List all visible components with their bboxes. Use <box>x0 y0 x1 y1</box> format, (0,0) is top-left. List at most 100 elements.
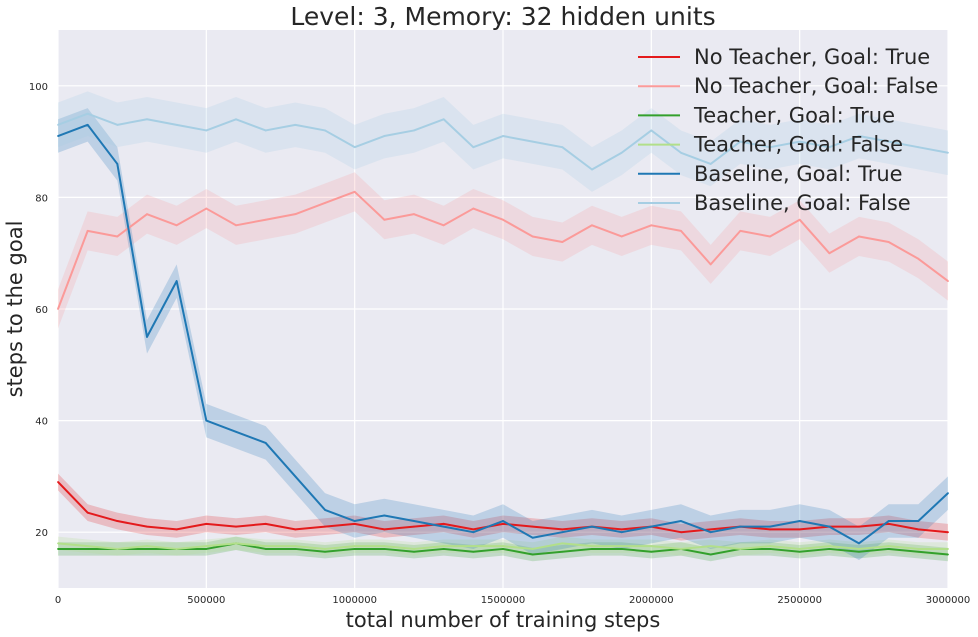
data-point <box>917 548 920 550</box>
x-tick-label: 3000000 <box>926 595 971 606</box>
data-point <box>294 123 297 126</box>
data-point <box>353 520 356 522</box>
legend-label: Baseline, Goal: False <box>694 191 911 215</box>
data-point <box>531 140 534 143</box>
data-point <box>917 550 920 553</box>
series-band <box>58 91 948 192</box>
data-point <box>769 545 771 548</box>
data-point <box>116 235 119 238</box>
data-point <box>264 545 267 548</box>
data-point <box>413 550 415 553</box>
data-point <box>116 163 119 165</box>
data-point <box>353 545 356 548</box>
data-point <box>383 135 386 137</box>
data-point <box>917 528 920 531</box>
data-point <box>324 525 326 528</box>
data-point <box>709 531 712 534</box>
data-point <box>561 550 564 553</box>
data-point <box>502 520 504 522</box>
data-point <box>858 548 860 550</box>
data-point <box>502 545 504 548</box>
data-point <box>887 545 890 548</box>
data-point <box>235 542 237 545</box>
data-point <box>620 548 623 550</box>
data-point <box>947 151 949 154</box>
legend-label: Teacher, Goal: True <box>693 103 895 127</box>
data-point <box>709 163 712 165</box>
data-point <box>620 151 623 154</box>
data-point <box>324 550 326 553</box>
data-point <box>472 545 475 548</box>
data-point <box>858 550 860 553</box>
data-point <box>383 514 386 517</box>
data-point <box>116 123 119 126</box>
data-point <box>472 531 475 534</box>
data-point <box>235 430 237 433</box>
data-point <box>442 525 445 528</box>
data-point <box>294 213 297 216</box>
data-point <box>769 525 771 528</box>
data-point <box>57 542 59 545</box>
data-point <box>472 146 475 149</box>
data-point <box>413 520 415 522</box>
data-point <box>887 522 890 525</box>
data-point <box>86 511 89 514</box>
data-point <box>917 520 920 522</box>
y-tick-label: 40 <box>35 417 48 428</box>
data-point <box>413 525 415 528</box>
data-point <box>650 129 653 132</box>
data-point <box>561 146 564 149</box>
data-point <box>947 548 949 550</box>
legend-label: Baseline, Goal: True <box>694 162 903 186</box>
data-point <box>828 548 831 550</box>
data-point <box>947 280 949 282</box>
data-point <box>709 545 712 548</box>
data-point <box>591 548 593 550</box>
data-point <box>413 548 415 550</box>
data-point <box>442 548 445 550</box>
data-point <box>531 235 534 238</box>
data-point <box>353 522 356 525</box>
data-point <box>561 542 564 545</box>
data-point <box>235 118 237 121</box>
data-point <box>205 548 208 550</box>
data-point <box>798 218 801 221</box>
data-point <box>442 545 445 548</box>
data-point <box>650 224 653 227</box>
x-tick-label: 1000000 <box>332 595 377 606</box>
data-point <box>769 548 771 550</box>
x-axis-title: total number of training steps <box>346 608 661 632</box>
data-point <box>502 218 504 221</box>
data-point <box>472 550 475 553</box>
data-point <box>264 442 267 444</box>
data-point <box>680 151 682 154</box>
data-point <box>947 531 949 534</box>
data-point <box>591 224 593 227</box>
data-point <box>650 525 653 528</box>
data-point <box>650 550 653 553</box>
data-point <box>472 207 475 210</box>
data-point <box>739 229 742 232</box>
y-tick-label: 20 <box>35 528 48 539</box>
data-point <box>324 129 326 132</box>
data-point <box>620 235 623 238</box>
data-point <box>353 548 356 550</box>
data-point <box>887 548 890 550</box>
data-point <box>86 112 89 115</box>
data-point <box>502 135 504 137</box>
data-point <box>947 492 949 495</box>
y-tick-label: 80 <box>35 193 48 204</box>
data-point <box>205 207 208 210</box>
data-point <box>353 146 356 149</box>
data-point <box>442 118 445 121</box>
x-tick-labels: 0 500000 1000000 1500000 2000000 2500000 30000… <box>55 595 970 606</box>
data-point <box>680 531 682 534</box>
data-point <box>442 224 445 227</box>
data-point <box>709 263 712 266</box>
data-point <box>146 213 148 216</box>
data-point <box>709 553 712 556</box>
series-band <box>58 473 948 541</box>
data-point <box>561 241 564 243</box>
data-point <box>680 548 682 550</box>
x-tick-label: 1500000 <box>481 595 526 606</box>
